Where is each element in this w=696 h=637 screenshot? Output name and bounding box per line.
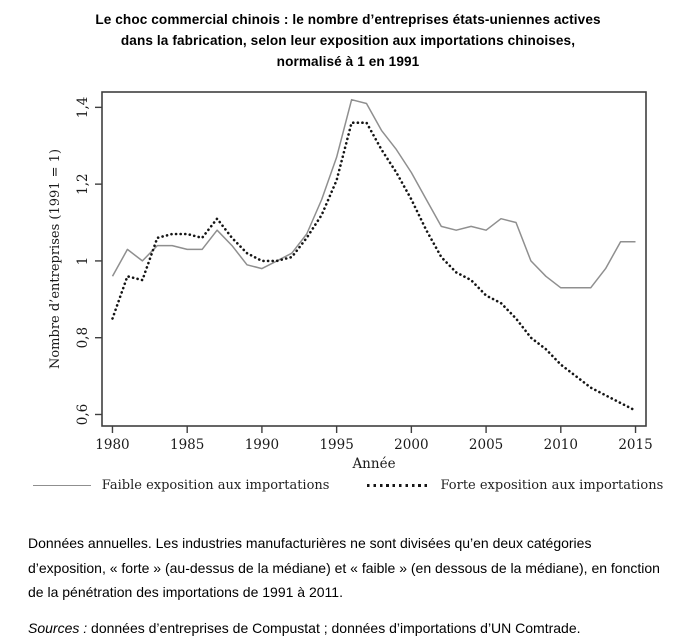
x-tick-label: 2015 xyxy=(618,437,652,453)
y-tick-label: 0,6 xyxy=(75,404,91,425)
y-tick-label: 1,2 xyxy=(75,173,91,194)
sources-line: Sources : données d’entreprises de Compu… xyxy=(0,616,696,637)
line-chart-svg: 0,6 0,8 1 1,2 1,4 Nombre d’entreprises (1991 … xyxy=(48,91,653,472)
series-line-faible-exposition xyxy=(111,98,636,289)
sources-text: données d’entreprises de Compustat ; don… xyxy=(87,619,581,636)
x-tick-label: 1990 xyxy=(245,437,279,453)
legend-label-forte: Forte exposition aux importations xyxy=(440,478,664,493)
x-axis: 1980 1985 1990 1995 2000 2005 2010 2015 Année xyxy=(95,426,653,472)
legend-item-forte-exposition: Forte exposition aux importations xyxy=(367,478,663,493)
x-tick-label: 2010 xyxy=(544,437,578,453)
legend-label-faible: Faible exposition aux importations xyxy=(101,478,330,493)
chart-title-line-1: Le choc commercial chinois : le nombre d… xyxy=(95,12,601,27)
y-tick-label: 1,4 xyxy=(75,97,91,118)
chart-title-line-2: dans la fabrication, selon leur expositi… xyxy=(120,33,576,48)
dotted-line-sample-icon xyxy=(367,484,430,487)
footnote-text: Données annuelles. Les industries manufa… xyxy=(28,535,660,600)
x-tick-label: 1985 xyxy=(170,437,204,453)
line-chart-figure: 0,6 0,8 1 1,2 1,4 Nombre d’entreprises (1991 … xyxy=(0,74,696,474)
y-tick-label: 1 xyxy=(75,257,91,266)
chart-title: Le choc commercial chinois : le nombre d… xyxy=(0,0,696,72)
x-tick-label: 1980 xyxy=(95,437,129,453)
solid-line-sample-icon xyxy=(32,485,91,486)
y-axis-title: Nombre d’entreprises (1991 = 1) xyxy=(48,149,63,369)
legend-item-faible-exposition: Faible exposition aux importations xyxy=(32,478,330,493)
plot-frame xyxy=(101,91,647,427)
x-tick-label: 2000 xyxy=(394,437,428,453)
y-tick-label: 0,8 xyxy=(75,327,91,348)
y-axis: 0,6 0,8 1 1,2 1,4 Nombre d’entreprises (1991 … xyxy=(48,97,102,425)
series-line-forte-exposition xyxy=(111,121,637,412)
x-axis-title: Année xyxy=(351,456,395,472)
chart-legend: Faible exposition aux importations Forte… xyxy=(0,478,696,493)
chart-title-line-3: normalisé à 1 en 1991 xyxy=(276,54,420,69)
x-tick-label: 1995 xyxy=(319,437,353,453)
x-tick-label: 2005 xyxy=(469,437,503,453)
sources-label: Sources : xyxy=(28,619,88,636)
